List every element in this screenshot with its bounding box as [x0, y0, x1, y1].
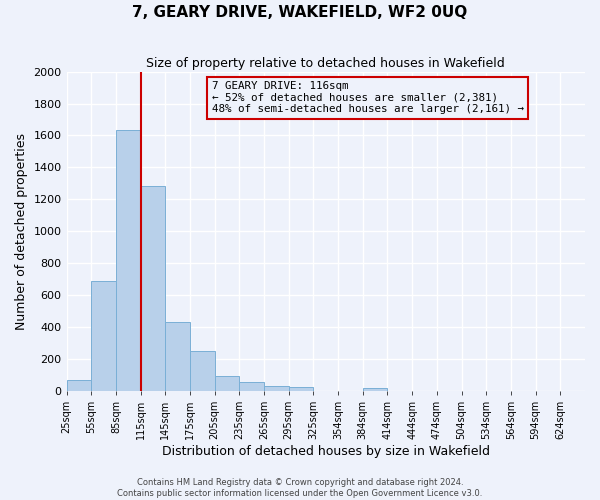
Bar — [239, 382, 264, 390]
Bar — [116, 130, 140, 390]
Bar — [363, 388, 388, 390]
Bar — [264, 386, 289, 390]
Y-axis label: Number of detached properties: Number of detached properties — [15, 132, 28, 330]
Text: 7 GEARY DRIVE: 116sqm
← 52% of detached houses are smaller (2,381)
48% of semi-d: 7 GEARY DRIVE: 116sqm ← 52% of detached … — [212, 81, 524, 114]
Bar — [91, 280, 116, 390]
Text: 7, GEARY DRIVE, WAKEFIELD, WF2 0UQ: 7, GEARY DRIVE, WAKEFIELD, WF2 0UQ — [133, 5, 467, 20]
Title: Size of property relative to detached houses in Wakefield: Size of property relative to detached ho… — [146, 58, 505, 70]
Text: Contains HM Land Registry data © Crown copyright and database right 2024.
Contai: Contains HM Land Registry data © Crown c… — [118, 478, 482, 498]
Bar — [190, 350, 215, 391]
Bar — [140, 186, 165, 390]
X-axis label: Distribution of detached houses by size in Wakefield: Distribution of detached houses by size … — [162, 444, 490, 458]
Bar — [67, 380, 91, 390]
Bar — [165, 322, 190, 390]
Bar — [289, 388, 313, 390]
Bar — [215, 376, 239, 390]
